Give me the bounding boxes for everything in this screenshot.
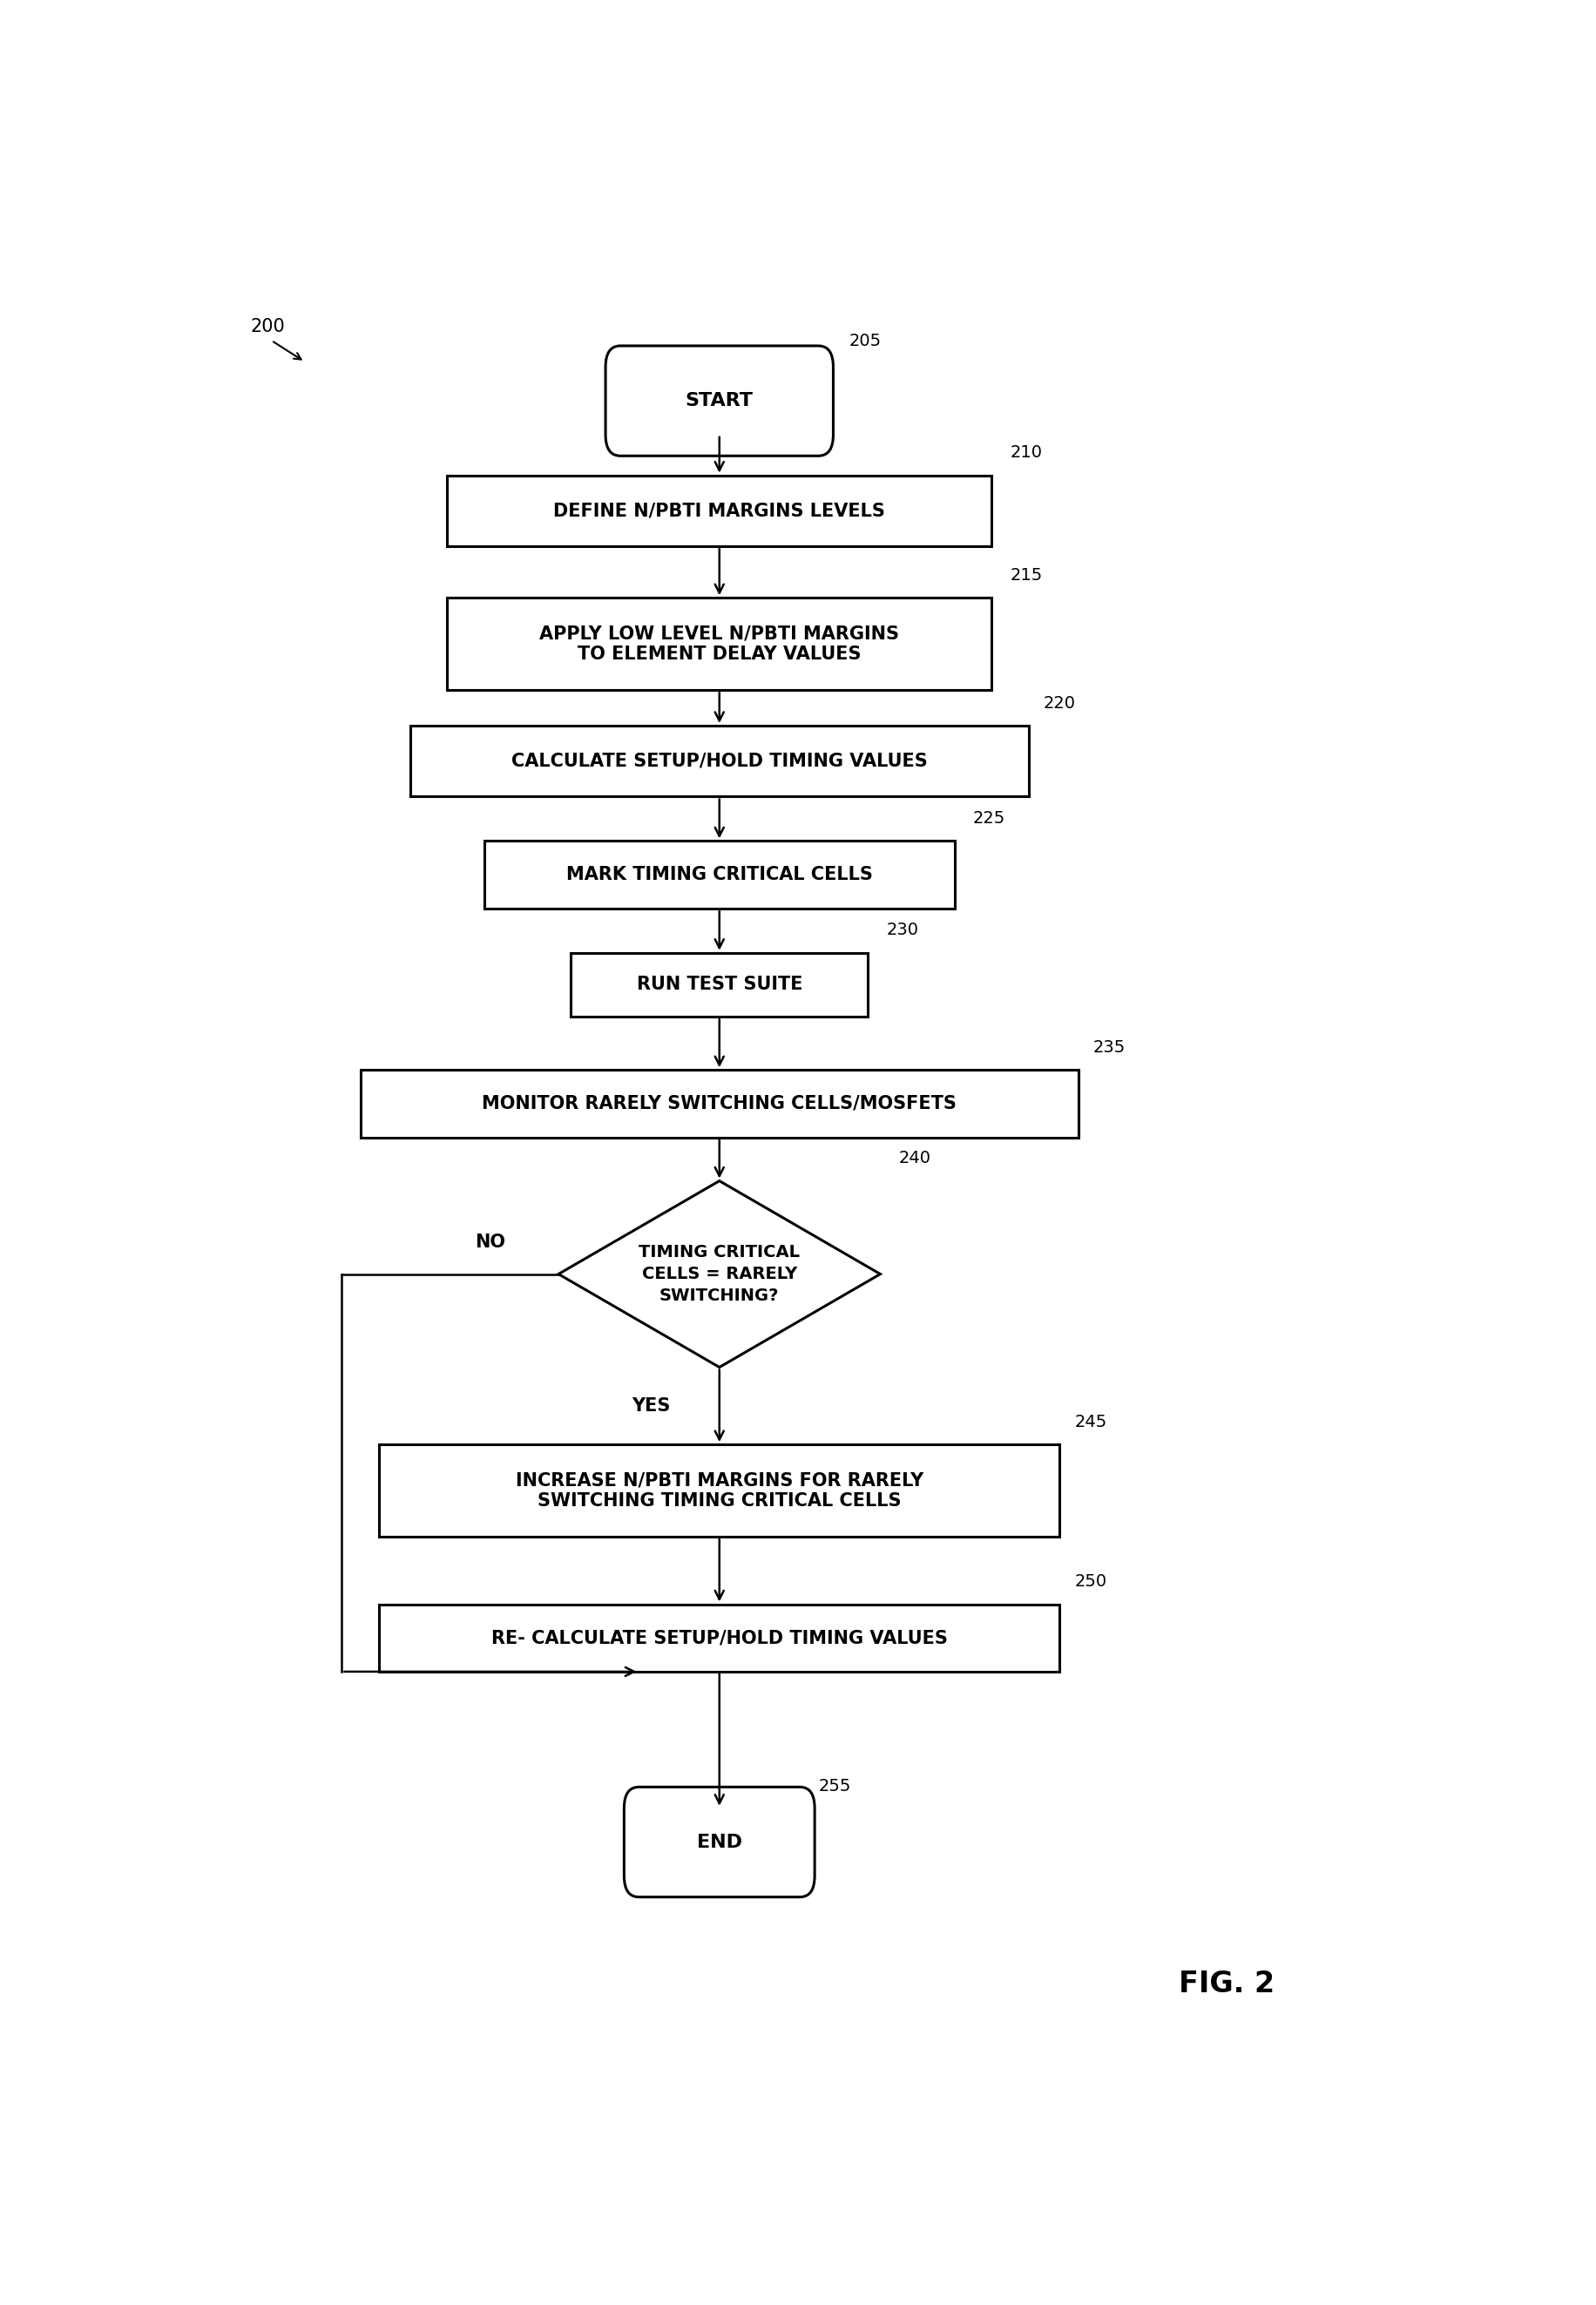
Text: 240: 240 xyxy=(899,1150,930,1166)
Text: 215: 215 xyxy=(1010,567,1042,583)
Text: RE- CALCULATE SETUP/HOLD TIMING VALUES: RE- CALCULATE SETUP/HOLD TIMING VALUES xyxy=(492,1630,946,1646)
Text: NO: NO xyxy=(476,1233,506,1252)
Text: DEFINE N/PBTI MARGINS LEVELS: DEFINE N/PBTI MARGINS LEVELS xyxy=(554,502,884,519)
FancyBboxPatch shape xyxy=(605,346,833,456)
Text: CALCULATE SETUP/HOLD TIMING VALUES: CALCULATE SETUP/HOLD TIMING VALUES xyxy=(511,751,927,770)
Text: INCREASE N/PBTI MARGINS FOR RARELY
SWITCHING TIMING CRITICAL CELLS: INCREASE N/PBTI MARGINS FOR RARELY SWITC… xyxy=(516,1473,922,1510)
Text: MARK TIMING CRITICAL CELLS: MARK TIMING CRITICAL CELLS xyxy=(567,867,871,883)
Text: 205: 205 xyxy=(849,332,881,350)
Text: 225: 225 xyxy=(972,811,1005,827)
Bar xyxy=(378,1445,1060,1537)
Text: END: END xyxy=(696,1832,742,1851)
Text: 235: 235 xyxy=(1093,1040,1125,1056)
Text: 255: 255 xyxy=(817,1777,851,1793)
Text: 245: 245 xyxy=(1074,1413,1106,1429)
Text: TIMING CRITICAL
CELLS = RARELY
SWITCHING?: TIMING CRITICAL CELLS = RARELY SWITCHING… xyxy=(638,1245,800,1305)
FancyBboxPatch shape xyxy=(624,1786,814,1897)
Text: 210: 210 xyxy=(1010,445,1042,461)
Text: APPLY LOW LEVEL N/PBTI MARGINS
TO ELEMENT DELAY VALUES: APPLY LOW LEVEL N/PBTI MARGINS TO ELEMEN… xyxy=(539,625,899,664)
Bar xyxy=(447,475,991,546)
Text: FIG. 2: FIG. 2 xyxy=(1178,1971,1274,1998)
Text: YES: YES xyxy=(632,1397,670,1415)
Text: START: START xyxy=(685,392,753,410)
Bar xyxy=(447,597,991,689)
Bar xyxy=(410,726,1028,798)
Bar xyxy=(484,841,954,908)
Bar xyxy=(571,952,868,1017)
Text: MONITOR RARELY SWITCHING CELLS/MOSFETS: MONITOR RARELY SWITCHING CELLS/MOSFETS xyxy=(482,1095,956,1113)
Polygon shape xyxy=(559,1180,879,1367)
Text: 230: 230 xyxy=(886,922,918,938)
Bar xyxy=(378,1604,1060,1671)
Text: 220: 220 xyxy=(1044,694,1076,712)
Text: 200: 200 xyxy=(251,318,284,334)
Text: RUN TEST SUITE: RUN TEST SUITE xyxy=(637,975,801,993)
Text: 250: 250 xyxy=(1074,1574,1106,1590)
Bar xyxy=(361,1070,1077,1136)
